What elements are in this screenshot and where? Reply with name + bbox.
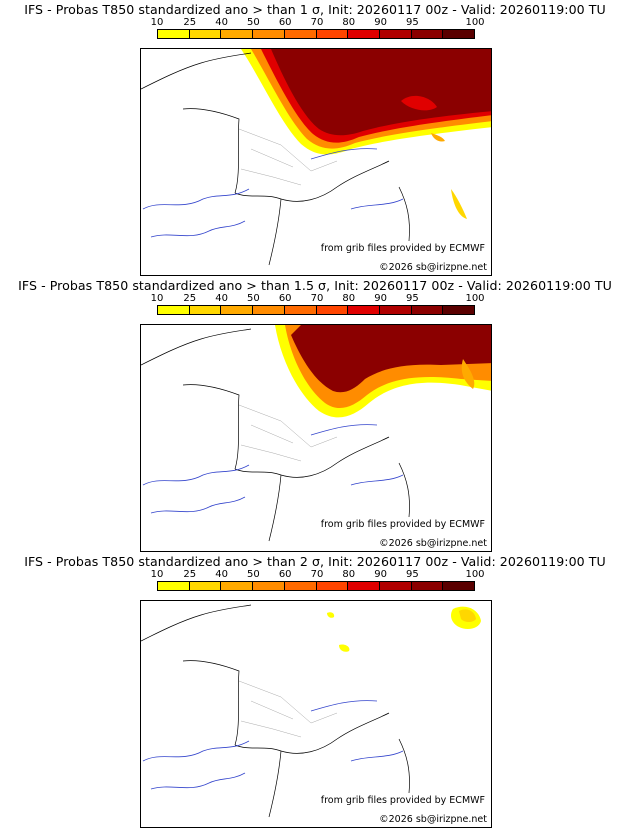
legend-tick-label: 95 bbox=[406, 17, 419, 28]
legend-tick-label: 50 bbox=[247, 293, 260, 304]
legend-swatch bbox=[379, 582, 412, 590]
copyright-credit: ©2026 sb@irizpne.net bbox=[379, 262, 487, 273]
probability-field bbox=[275, 325, 491, 418]
legend-swatch bbox=[253, 306, 285, 314]
legend-swatch bbox=[158, 30, 190, 38]
legend-swatch bbox=[348, 306, 380, 314]
admin-borders bbox=[238, 404, 338, 462]
legend-tick-label: 90 bbox=[374, 569, 387, 580]
copyright-credit: ©2026 sb@irizpne.net bbox=[379, 538, 487, 549]
legend-ticks: 10 25 40 50 60 70 80 90 95 100 bbox=[151, 293, 485, 305]
panel-title: IFS - Probas T850 standardized ano > tha… bbox=[24, 2, 606, 17]
rivers bbox=[142, 148, 404, 238]
map-panel-1-5-sigma: IFS - Probas T850 standardized ano > tha… bbox=[0, 276, 630, 552]
rivers bbox=[142, 424, 404, 514]
probability-map: from grib files provided by ECMWF ©2026 … bbox=[140, 600, 492, 828]
panel-title: IFS - Probas T850 standardized ano > tha… bbox=[24, 554, 606, 569]
legend-tick-label: 70 bbox=[310, 569, 324, 580]
legend-swatch bbox=[348, 582, 380, 590]
legend-swatch bbox=[284, 582, 317, 590]
legend-tick-label: 100 bbox=[465, 293, 485, 304]
legend-swatch bbox=[379, 30, 412, 38]
legend-swatch bbox=[316, 582, 349, 590]
map-panel-2-sigma: IFS - Probas T850 standardized ano > tha… bbox=[0, 552, 630, 828]
probability-legend: 10 25 40 50 60 70 80 90 95 100 bbox=[151, 293, 485, 323]
legend-ticks: 10 25 40 50 60 70 80 90 95 100 bbox=[151, 17, 485, 29]
legend-swatch bbox=[284, 306, 317, 314]
legend-colorbar bbox=[157, 581, 475, 591]
legend-swatch bbox=[443, 306, 475, 314]
legend-tick-label: 80 bbox=[342, 293, 356, 304]
probability-legend: 10 25 40 50 60 70 80 90 95 100 bbox=[151, 17, 485, 47]
map-svg bbox=[141, 49, 491, 266]
country-borders bbox=[141, 52, 410, 266]
legend-tick-label: 25 bbox=[183, 293, 197, 304]
source-credit: from grib files provided by ECMWF bbox=[320, 519, 485, 530]
source-credit: from grib files provided by ECMWF bbox=[320, 795, 485, 806]
map-svg bbox=[141, 325, 491, 542]
legend-tick-label: 40 bbox=[215, 17, 228, 28]
admin-borders bbox=[238, 128, 338, 186]
legend-swatch bbox=[379, 306, 412, 314]
legend-swatch bbox=[411, 582, 444, 590]
legend-tick-label: 70 bbox=[310, 17, 324, 28]
legend-tick-label: 100 bbox=[465, 17, 485, 28]
legend-tick-label: 50 bbox=[247, 17, 260, 28]
admin-borders bbox=[238, 680, 338, 738]
map-svg bbox=[141, 604, 481, 818]
legend-tick-label: 60 bbox=[278, 569, 292, 580]
probability-field bbox=[241, 49, 491, 219]
legend-tick-label: 10 bbox=[150, 293, 164, 304]
legend-tick-label: 40 bbox=[215, 569, 228, 580]
legend-swatch bbox=[221, 306, 254, 314]
legend-swatch bbox=[253, 30, 285, 38]
rivers bbox=[142, 700, 404, 790]
legend-tick-label: 60 bbox=[278, 293, 292, 304]
legend-swatch bbox=[348, 30, 380, 38]
legend-swatch bbox=[411, 306, 444, 314]
country-borders bbox=[141, 604, 410, 818]
legend-tick-label: 95 bbox=[406, 293, 419, 304]
legend-swatch bbox=[158, 306, 190, 314]
copyright-credit: ©2026 sb@irizpne.net bbox=[379, 814, 487, 825]
legend-swatch bbox=[189, 30, 222, 38]
legend-swatch bbox=[158, 582, 190, 590]
legend-swatch bbox=[189, 306, 222, 314]
legend-tick-label: 80 bbox=[342, 17, 356, 28]
legend-colorbar bbox=[157, 305, 475, 315]
legend-swatch bbox=[284, 30, 317, 38]
legend-swatch bbox=[189, 582, 222, 590]
legend-swatch bbox=[253, 582, 285, 590]
probability-field bbox=[327, 606, 481, 652]
legend-ticks: 10 25 40 50 60 70 80 90 95 100 bbox=[151, 569, 485, 581]
legend-swatch bbox=[443, 30, 475, 38]
legend-tick-label: 10 bbox=[150, 569, 164, 580]
map-panel-1-sigma: IFS - Probas T850 standardized ano > tha… bbox=[0, 0, 630, 276]
legend-tick-label: 70 bbox=[310, 293, 324, 304]
legend-tick-label: 60 bbox=[278, 17, 292, 28]
legend-tick-label: 25 bbox=[183, 17, 197, 28]
probability-map: from grib files provided by ECMWF ©2026 … bbox=[140, 324, 492, 552]
legend-tick-label: 25 bbox=[183, 569, 197, 580]
legend-swatch bbox=[316, 306, 349, 314]
country-borders bbox=[141, 328, 410, 542]
legend-swatch bbox=[316, 30, 349, 38]
legend-tick-label: 40 bbox=[215, 293, 228, 304]
legend-swatch bbox=[221, 582, 254, 590]
probability-map: from grib files provided by ECMWF ©2026 … bbox=[140, 48, 492, 276]
legend-tick-label: 100 bbox=[465, 569, 485, 580]
legend-tick-label: 10 bbox=[150, 17, 164, 28]
source-credit: from grib files provided by ECMWF bbox=[320, 243, 485, 254]
legend-tick-label: 90 bbox=[374, 17, 387, 28]
legend-swatch bbox=[443, 582, 475, 590]
legend-tick-label: 90 bbox=[374, 293, 387, 304]
panel-title: IFS - Probas T850 standardized ano > tha… bbox=[18, 278, 612, 293]
legend-tick-label: 95 bbox=[406, 569, 419, 580]
legend-colorbar bbox=[157, 29, 475, 39]
legend-swatch bbox=[411, 30, 444, 38]
legend-tick-label: 50 bbox=[247, 569, 260, 580]
legend-tick-label: 80 bbox=[342, 569, 356, 580]
probability-legend: 10 25 40 50 60 70 80 90 95 100 bbox=[151, 569, 485, 599]
legend-swatch bbox=[221, 30, 254, 38]
